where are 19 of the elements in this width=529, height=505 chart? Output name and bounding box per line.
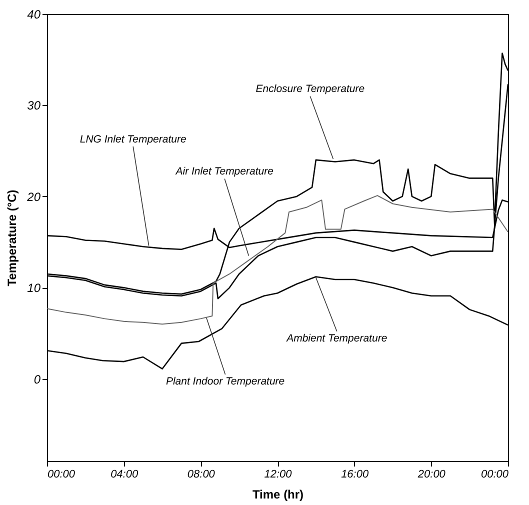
x-tick-label: 20:00 — [416, 468, 446, 480]
annotation: Enclosure Temperature — [256, 83, 365, 96]
y-tick-label: 30 — [27, 98, 41, 113]
y-tick-label: 10 — [27, 281, 41, 296]
y-axis-title: Temperature (°C) — [5, 190, 20, 286]
y-tick-label: 0 — [34, 372, 41, 386]
y-tick-label: 40 — [27, 8, 41, 22]
y-tick-label: 20 — [26, 190, 41, 204]
x-tick-label: 04:00 — [110, 468, 139, 480]
x-tick-label: 12:00 — [264, 468, 293, 480]
x-tick-label: 00:00 — [48, 468, 76, 480]
x-tick-label: 08:00 — [187, 468, 216, 480]
annotation: Plant Indoor Temperature — [166, 376, 285, 388]
x-axis-title: Time (hr) — [252, 488, 304, 502]
annotation: LNG Inlet Temperature — [80, 133, 186, 146]
x-tick-label: 00:00 — [480, 468, 510, 480]
annotation: Air Inlet Temperature — [174, 166, 274, 178]
x-tick-label: 16:00 — [341, 468, 370, 480]
annotation: Ambient Temperature — [286, 332, 388, 344]
